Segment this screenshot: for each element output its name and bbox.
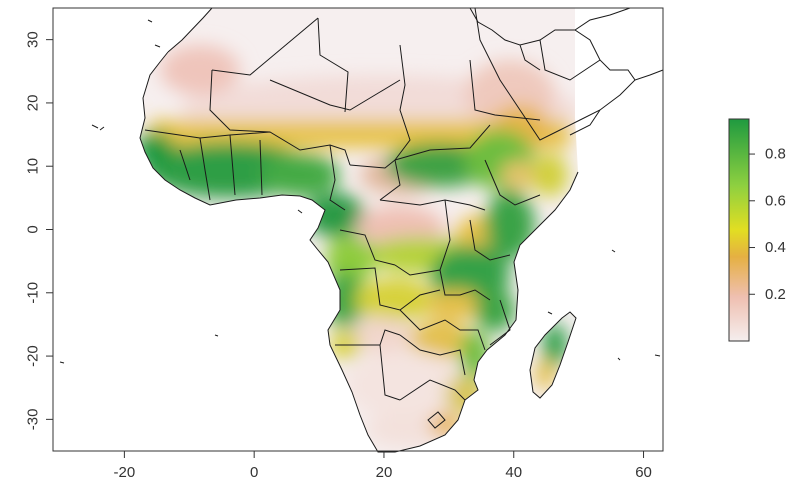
x-tick-label: 60 — [635, 464, 652, 481]
y-axis: 30 20 10 0 -10 -20 -30 — [25, 31, 53, 431]
x-tick-label: 0 — [250, 464, 258, 481]
legend-tick-label: 0.8 — [765, 146, 786, 163]
x-tick-label: 40 — [505, 464, 522, 481]
legend-colorbar — [728, 118, 750, 342]
legend-ticks: 0.8 0.6 0.4 0.2 — [749, 146, 786, 303]
x-axis: -20 0 20 40 60 — [114, 451, 652, 481]
country-borders — [59, 7, 664, 453]
legend-tick-label: 0.6 — [765, 192, 786, 209]
y-tick-label: -20 — [25, 345, 42, 367]
y-tick-label: 20 — [25, 95, 42, 112]
y-tick-label: 10 — [25, 158, 42, 175]
y-tick-label: 0 — [25, 225, 42, 233]
legend-tick-label: 0.2 — [765, 286, 786, 303]
suitability-raster — [140, 8, 578, 452]
y-tick-label: -30 — [25, 409, 42, 431]
color-legend: 0.8 0.6 0.4 0.2 — [728, 118, 786, 342]
y-tick-label: 30 — [25, 31, 42, 48]
legend-tick-label: 0.4 — [765, 239, 786, 256]
y-tick-label: -10 — [25, 282, 42, 304]
x-tick-label: -20 — [114, 464, 136, 481]
x-tick-label: 20 — [376, 464, 393, 481]
